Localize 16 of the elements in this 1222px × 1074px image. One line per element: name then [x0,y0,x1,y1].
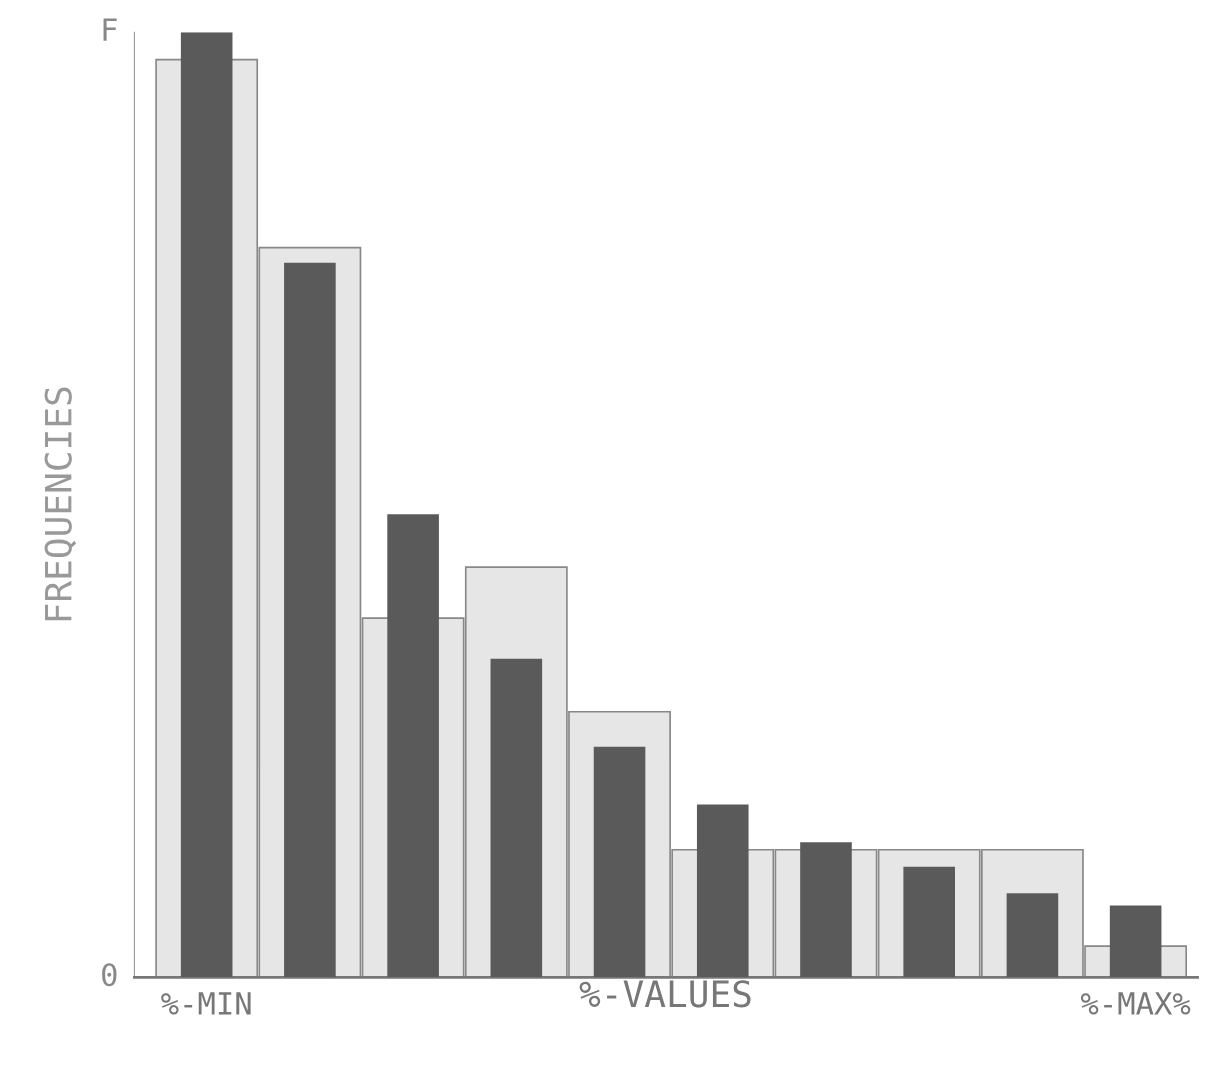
bar [284,262,336,978]
x-axis-title: %-VALUES [579,980,751,1008]
bar [1109,905,1162,978]
text: 0 [102,963,117,987]
text: F [103,18,117,41]
bar [180,32,233,978]
bar [903,866,955,978]
bar [696,804,749,978]
bar [490,658,543,978]
bar [387,514,439,978]
x-tick-label: %-MIN [161,992,251,1015]
bar [1006,893,1059,978]
bar [800,842,852,978]
bar [593,746,646,978]
x-tick-label: %-MAX% [1080,992,1191,1015]
y-axis-title: FREQUENCIES [44,387,77,621]
